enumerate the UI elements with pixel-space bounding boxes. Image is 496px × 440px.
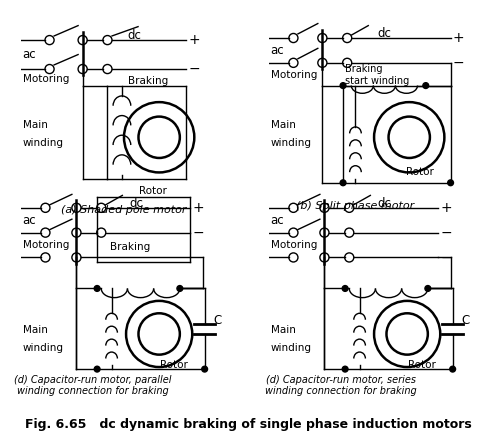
Text: Rotor: Rotor [406,168,434,177]
Text: winding: winding [271,139,311,148]
Text: −: − [440,226,452,240]
Text: +: + [192,201,204,215]
Circle shape [342,366,348,372]
Text: ac: ac [271,44,284,57]
Circle shape [94,366,100,372]
Circle shape [423,83,429,88]
Circle shape [340,180,346,186]
Text: Rotor: Rotor [160,360,187,370]
Text: Main: Main [271,120,296,130]
Circle shape [450,366,455,372]
Text: +: + [440,201,452,215]
Text: +: + [453,31,464,45]
Text: winding: winding [23,139,63,148]
Text: Braking
start winding: Braking start winding [345,64,409,86]
Text: Main: Main [23,325,48,335]
Text: Main: Main [23,120,48,130]
Text: (d) Capacitor-run motor, parallel
winding connection for braking: (d) Capacitor-run motor, parallel windin… [14,375,172,396]
Text: −: − [440,250,452,264]
Text: Braking: Braking [128,77,168,86]
Text: Rotor: Rotor [408,360,435,370]
Text: dc: dc [377,27,391,40]
Text: Motoring: Motoring [271,240,317,250]
Text: Rotor: Rotor [139,186,167,196]
Text: −: − [192,226,204,240]
Text: Motoring: Motoring [23,240,69,250]
Text: winding: winding [271,344,311,353]
Text: C: C [213,314,221,327]
Circle shape [448,180,453,186]
Text: ac: ac [23,48,36,61]
Circle shape [177,286,183,291]
Circle shape [342,286,348,291]
Text: (a) Shaded pole motor: (a) Shaded pole motor [61,205,187,215]
Text: Braking: Braking [110,242,150,252]
Text: +: + [188,33,200,47]
Text: Main: Main [271,325,296,335]
Circle shape [94,286,100,291]
Text: −: − [453,56,464,70]
Circle shape [202,366,207,372]
Text: Motoring: Motoring [271,70,317,80]
Text: Fig. 6.65   dc dynamic braking of single phase induction motors: Fig. 6.65 dc dynamic braking of single p… [25,418,471,431]
Text: dc: dc [377,197,391,210]
Text: ac: ac [271,214,284,227]
Circle shape [340,83,346,88]
Text: dc: dc [129,197,143,210]
Text: ac: ac [23,214,36,227]
Text: dc: dc [127,29,141,42]
Text: (b) Split phase motor: (b) Split phase motor [296,201,415,210]
Text: C: C [461,314,469,327]
Text: (d) Capacitor-run motor, series
winding connection for braking: (d) Capacitor-run motor, series winding … [265,375,417,396]
Text: Motoring: Motoring [23,74,69,84]
Text: winding: winding [23,344,63,353]
Text: −: − [188,62,200,76]
Circle shape [425,286,431,291]
